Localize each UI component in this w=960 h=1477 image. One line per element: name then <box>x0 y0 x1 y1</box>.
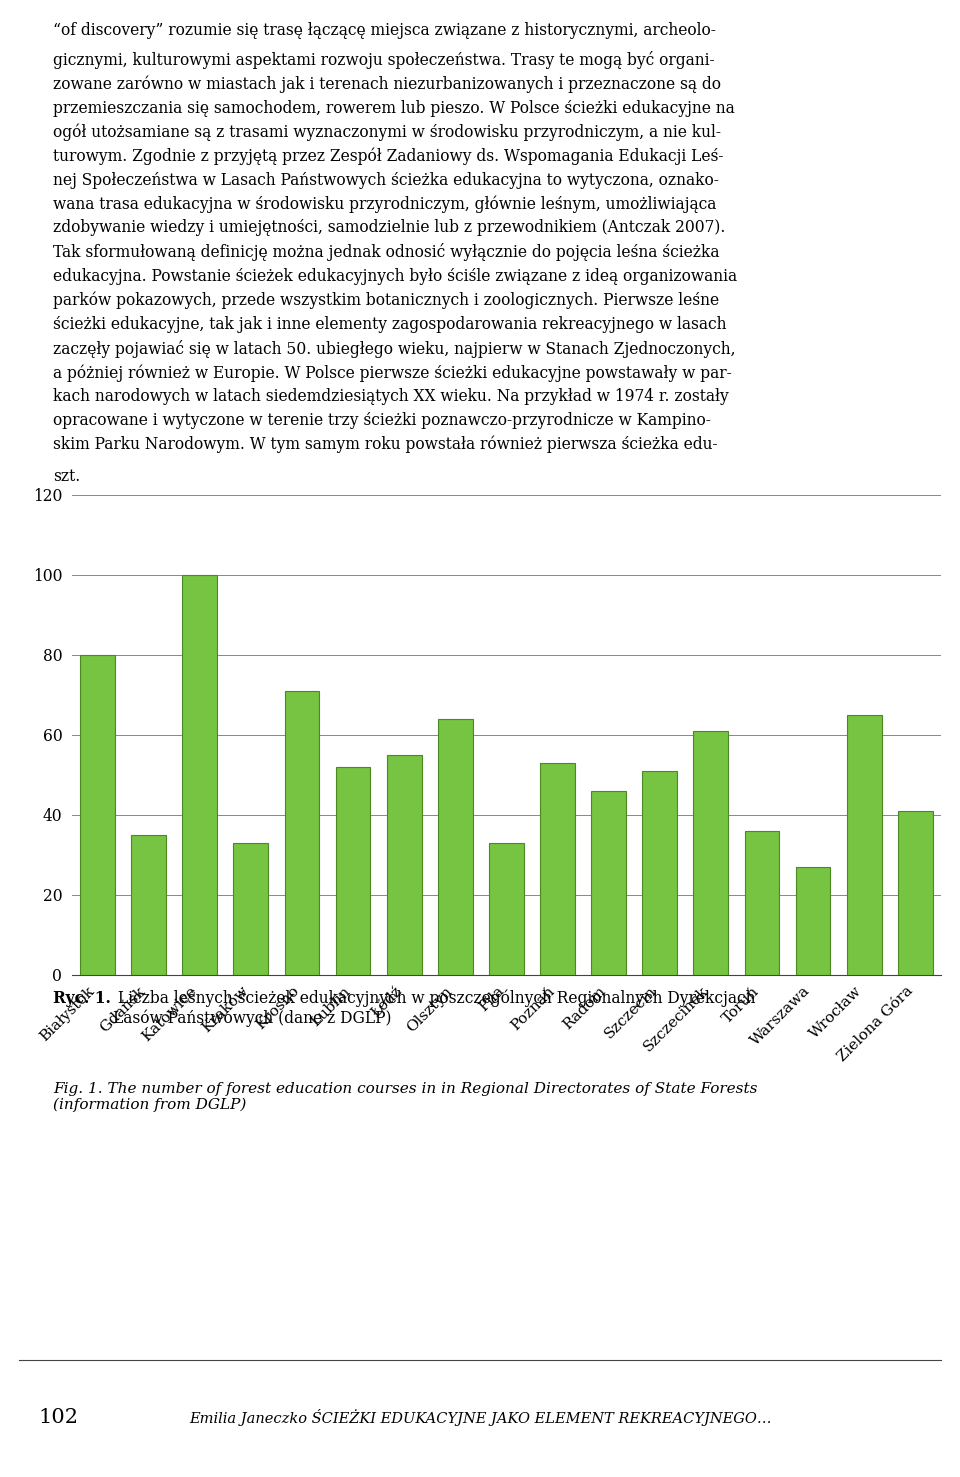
Text: Liczba leśnych ścieżek edukacyjnych w poszczególnych Regionalnych Dyrekcjach
Las: Liczba leśnych ścieżek edukacyjnych w po… <box>113 990 756 1028</box>
Bar <box>132 835 166 975</box>
Text: Emilia Janeczko ŚCIEŻKI EDUKACYJNE JAKO ELEMENT REKREACYJNEGO…: Emilia Janeczko ŚCIEŻKI EDUKACYJNE JAKO … <box>189 1409 771 1425</box>
Bar <box>898 811 932 975</box>
Bar <box>387 755 421 975</box>
Bar <box>182 575 217 975</box>
Bar <box>81 654 115 975</box>
Text: Ryc. 1.: Ryc. 1. <box>53 990 110 1007</box>
Text: 102: 102 <box>38 1408 79 1427</box>
Text: “of discovery” rozumie się trasę łączącę miejsca związane z historycznymi, arche: “of discovery” rozumie się trasę łączącę… <box>53 22 715 40</box>
Bar <box>489 843 524 975</box>
Bar <box>540 762 575 975</box>
Bar <box>284 691 320 975</box>
Text: gicznymi, kulturowymi aspektami rozwoju społeczeństwa. Trasy te mogą być organi-: gicznymi, kulturowymi aspektami rozwoju … <box>53 50 737 453</box>
Bar <box>642 771 677 975</box>
Bar <box>847 715 881 975</box>
Text: Fig. 1. The number of forest education courses in in Regional Directorates of St: Fig. 1. The number of forest education c… <box>53 1081 757 1112</box>
Bar <box>438 719 472 975</box>
Text: szt.: szt. <box>53 468 80 484</box>
Bar <box>693 731 729 975</box>
Bar <box>233 843 268 975</box>
Bar <box>745 830 780 975</box>
Bar <box>591 790 626 975</box>
Bar <box>336 767 371 975</box>
Bar <box>796 867 830 975</box>
